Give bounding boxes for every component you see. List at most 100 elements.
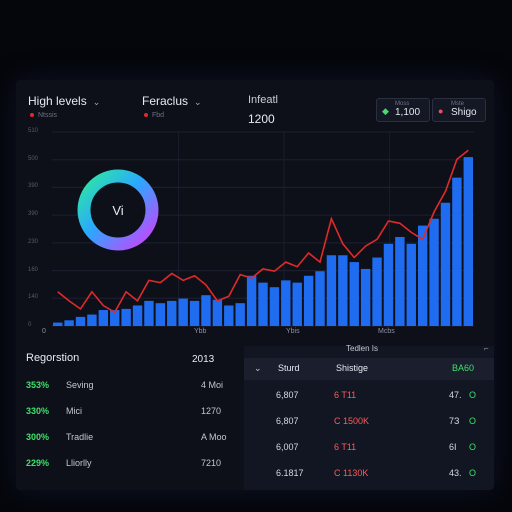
table-cell: C 1500K (334, 416, 370, 426)
bar (224, 305, 234, 326)
dropdown-label: High levels (28, 94, 87, 108)
list-title: Regorstion (26, 352, 80, 364)
red-dot-icon (144, 113, 148, 118)
list-item-name: Mici (66, 406, 82, 416)
series-line (57, 149, 469, 314)
status-icon: O (469, 416, 477, 426)
bar (440, 202, 451, 326)
bar (417, 225, 428, 326)
y-tick-label: 510 (28, 128, 39, 134)
column-header[interactable]: BA60 (452, 363, 475, 373)
y-tick-label: 500 (28, 155, 39, 162)
region-list: Regorstion 2013 353% Seving 4 Moi 330% M… (16, 346, 244, 490)
y-tick-label: 0 (28, 322, 32, 328)
chevron-down-icon: ⌄ (92, 97, 101, 107)
status-icon: O (469, 468, 477, 478)
table-cell: 47. (449, 390, 462, 400)
bar (201, 295, 211, 326)
bar (281, 280, 291, 326)
bar (155, 303, 166, 326)
stat-chip-2[interactable]: ● Mste Shigo (432, 98, 486, 122)
gauge-label: Vi (112, 203, 123, 218)
bar (87, 314, 97, 326)
table-row[interactable]: 6,807 6 T11 47. O (244, 390, 494, 408)
bar (372, 257, 382, 326)
dashboard-panel: High levels ⌄ Ntssis Feraclus ⌄ Fbd Infeat… (16, 80, 494, 490)
table-cell: 6 T11 (334, 442, 357, 452)
diamond-icon: ◆ (382, 106, 389, 116)
y-tick-label: 230 (28, 238, 39, 245)
bar (189, 300, 200, 326)
table-cell: 6I (449, 442, 457, 452)
bar (383, 243, 394, 326)
circle-icon: ● (438, 106, 444, 116)
list-year: 2013 (192, 354, 215, 365)
sort-chevron-icon[interactable]: ⌄ (254, 363, 262, 373)
bar (395, 236, 405, 326)
table-row[interactable]: 6.1817 C 1130K 43. O (244, 468, 494, 486)
list-item[interactable]: 300% Tradlie A Moo (26, 432, 236, 450)
table-cell: 43. (449, 468, 462, 478)
list-item-percent: 300% (26, 432, 50, 442)
list-item[interactable]: 353% Seving 4 Moi (26, 380, 236, 398)
list-item-name: Seving (66, 380, 94, 390)
list-item[interactable]: 330% Mici 1270 (26, 406, 236, 424)
bar (258, 282, 268, 326)
list-item-percent: 353% (26, 380, 50, 390)
stat-chip-1[interactable]: ◆ Moss 1,100 (376, 98, 430, 122)
x-tick-label: Ybb (194, 328, 207, 335)
bar (303, 275, 314, 326)
table-header: ⌄ Sturd Shistige BA60 (244, 358, 494, 380)
column-header[interactable]: Shistige (336, 363, 369, 373)
bar (452, 177, 462, 326)
table-cell: 6,007 (276, 442, 299, 452)
y-tick-label: 140 (28, 294, 39, 301)
bar (53, 322, 63, 326)
bar (121, 308, 131, 326)
bar (315, 271, 325, 326)
list-item[interactable]: 229% Lliorlly 7210 (26, 458, 236, 476)
legend-item: Ntssis (30, 112, 57, 119)
list-item-percent: 330% (26, 406, 50, 416)
metric-title: Infeatl (248, 94, 278, 106)
list-item-percent: 229% (26, 458, 50, 468)
gauge-center (92, 184, 144, 236)
dropdown-label: Feraclus (142, 94, 189, 108)
bar (269, 287, 280, 326)
bar (64, 320, 74, 326)
list-item-value: 7210 (201, 458, 222, 468)
x-tick-label: Mcbs (378, 328, 395, 335)
table-row[interactable]: 6,007 6 T11 6I O (244, 442, 494, 460)
column-header[interactable]: Sturd (278, 363, 300, 373)
y-tick-label: 390 (28, 183, 39, 190)
bar (132, 305, 143, 326)
list-item-name: Lliorlly (66, 458, 92, 468)
bar (144, 300, 154, 326)
metric-value: 1200 (248, 112, 275, 126)
table-caption: Tedlen Is (346, 344, 379, 353)
bar (406, 243, 416, 326)
expand-icon[interactable]: ⌐ (484, 344, 489, 353)
y-tick-label: 160 (28, 266, 39, 273)
bar-line-chart: Vi (52, 131, 474, 327)
legend-item: Fbd (144, 112, 164, 119)
bar (360, 268, 371, 326)
bar (75, 316, 86, 326)
list-item-value: 1270 (201, 406, 222, 416)
table-cell: 6,807 (276, 390, 299, 400)
status-icon: O (469, 442, 477, 452)
chip-value: Shigo (451, 107, 477, 118)
table-row[interactable]: 6,807 C 1500K 7З O (244, 416, 494, 434)
red-dot-icon (30, 113, 34, 118)
gauge-ring (77, 169, 159, 251)
bar (98, 310, 109, 326)
table-cell: 7З (449, 416, 460, 426)
chip-caption: Moss (395, 101, 410, 107)
bar (212, 299, 223, 326)
bar (235, 303, 245, 326)
dropdown-high-levels[interactable]: High levels ⌄ (28, 94, 100, 108)
bar (246, 275, 257, 326)
status-icon: O (469, 390, 477, 400)
dropdown-feraclus[interactable]: Feraclus ⌄ (142, 94, 202, 108)
table-cell: 6 T11 (334, 390, 357, 400)
